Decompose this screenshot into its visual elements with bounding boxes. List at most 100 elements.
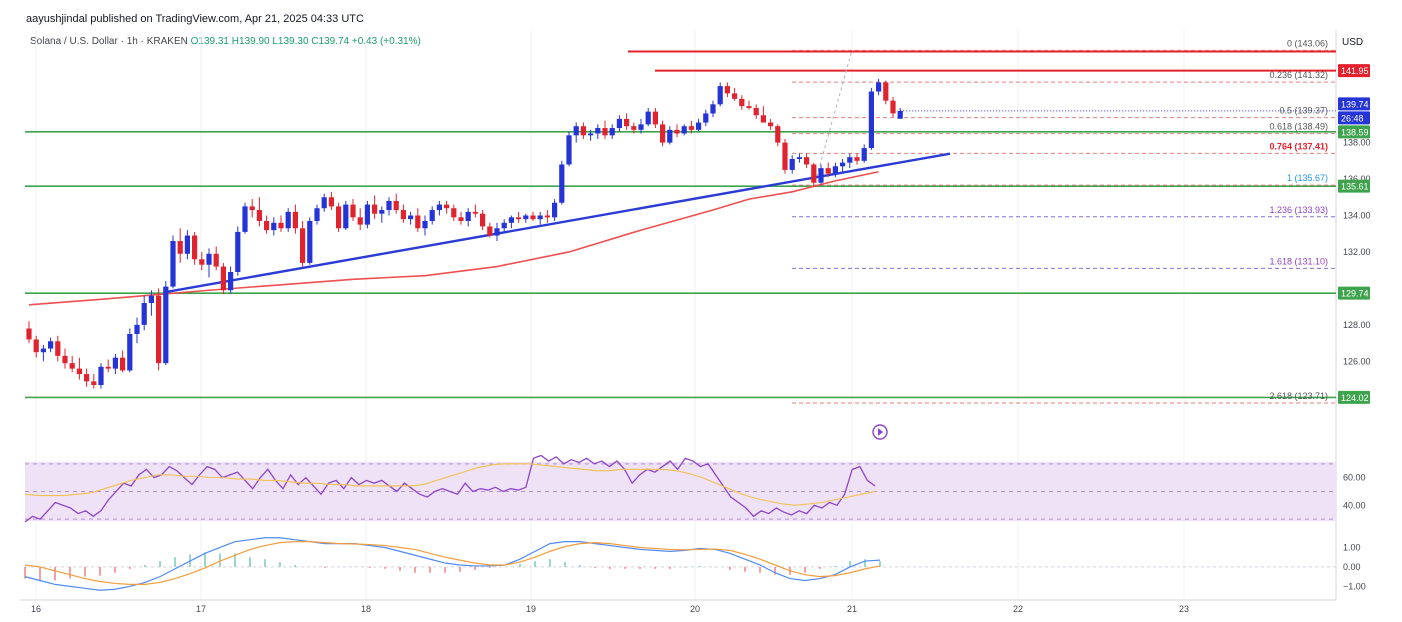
candle: [595, 124, 601, 139]
candle-body: [660, 124, 666, 143]
rsi-line: [24, 454, 876, 523]
candle: [667, 126, 673, 145]
candle-body: [69, 363, 75, 369]
candle-body: [415, 215, 421, 229]
candle-body: [739, 98, 745, 107]
candle: [228, 266, 234, 294]
fib-level-label: 1 (135.67): [1287, 173, 1328, 183]
candle: [753, 104, 759, 119]
candle-body: [62, 355, 68, 364]
candle-body: [825, 168, 831, 174]
candle: [120, 350, 126, 373]
candle-body: [170, 241, 176, 287]
candle: [84, 368, 90, 387]
price-label-text: 138.59: [1341, 127, 1369, 137]
candle: [638, 118, 644, 134]
candle-body: [393, 200, 399, 211]
candle: [847, 153, 853, 169]
candle: [40, 344, 46, 362]
candle-body: [98, 366, 104, 386]
ohlc-values: O139.31 H139.90 L139.30 C139.74: [190, 36, 350, 47]
candle-body: [573, 126, 579, 136]
candle: [861, 144, 867, 163]
candle: [451, 204, 457, 221]
fib-anchor-line: [814, 50, 853, 183]
time-tick-16: 16: [31, 604, 41, 614]
time-axis: 16 17 18 19 20 21 22 23: [31, 604, 1189, 614]
candle: [768, 118, 774, 130]
fib-level-label: 0 (143.06): [1287, 38, 1328, 48]
time-tick-21: 21: [847, 604, 857, 614]
price-label-badge: [1338, 390, 1370, 404]
price-label-badge: [1338, 179, 1370, 193]
candle-body: [84, 374, 90, 382]
candle: [184, 230, 190, 260]
candle: [523, 213, 529, 223]
candle: [343, 200, 349, 231]
candle: [717, 82, 723, 107]
candle: [688, 120, 694, 134]
candle-body: [667, 129, 673, 143]
candle: [26, 321, 32, 344]
candle-body: [148, 295, 154, 303]
candle-body: [616, 118, 622, 129]
candle: [652, 107, 658, 129]
candle-body: [753, 107, 759, 116]
symbol-legend[interactable]: Solana / U.S. Dollar · 1h · KRAKEN O139.…: [30, 36, 421, 47]
candle-body: [292, 211, 298, 229]
candle: [804, 153, 810, 169]
candle-body: [782, 142, 788, 170]
candle-body: [278, 222, 284, 229]
candle: [285, 208, 291, 232]
candle-body: [494, 228, 500, 236]
candle-body: [868, 91, 874, 149]
currency-label[interactable]: USD: [1342, 37, 1364, 48]
candle-body: [818, 168, 824, 183]
candle: [192, 231, 198, 265]
price-label-text: 139.74: [1341, 99, 1369, 109]
candle-body: [595, 128, 601, 134]
candle: [537, 211, 543, 225]
candle: [480, 210, 486, 231]
publisher-credit: aayushjindal published on TradingView.co…: [26, 13, 364, 25]
candle: [213, 246, 219, 271]
candle-body: [602, 128, 608, 136]
candle: [249, 199, 255, 218]
price-label-badge: [1338, 111, 1370, 125]
candle: [760, 106, 766, 123]
candle: [379, 206, 385, 223]
candle-body: [552, 202, 558, 218]
candle: [264, 215, 270, 234]
candle: [573, 122, 579, 143]
candle: [98, 363, 104, 389]
candle: [48, 337, 54, 353]
price-label-text: 129.74: [1341, 289, 1369, 299]
candle: [840, 159, 846, 172]
rsi-tick: 40.00: [1343, 500, 1366, 510]
candle-body: [487, 226, 493, 236]
candle: [156, 288, 162, 371]
candle-body: [55, 341, 61, 356]
candle-body: [177, 241, 183, 254]
rsi-signal-line: [24, 463, 876, 506]
candle: [681, 124, 687, 136]
candle-body: [681, 126, 687, 134]
fib-level-label: 0.764 (137.41): [1269, 141, 1328, 151]
candle-body: [890, 100, 896, 114]
candle: [357, 208, 363, 231]
price-change: +0.43 (+0.31%): [351, 36, 421, 47]
candle-body: [609, 128, 615, 136]
candle-body: [688, 126, 694, 130]
candle-body: [307, 220, 313, 263]
candle: [818, 164, 824, 185]
candle-body: [350, 204, 356, 218]
time-tick-23: 23: [1179, 604, 1189, 614]
candle-body: [804, 157, 810, 165]
price-label-text: 124.02: [1341, 393, 1369, 403]
fib-level-label: 1.236 (133.93): [1269, 205, 1328, 215]
fib-level-label: 2.618 (123.71): [1269, 391, 1328, 401]
candle: [530, 211, 536, 221]
candle-body: [400, 210, 406, 220]
candle-body: [379, 210, 385, 214]
